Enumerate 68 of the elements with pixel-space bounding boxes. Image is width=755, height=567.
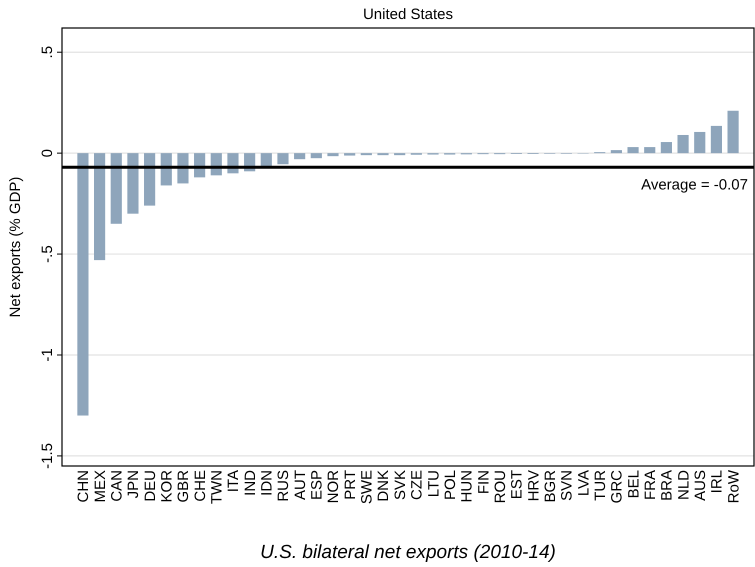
bar: [294, 153, 306, 160]
bar: [160, 153, 172, 186]
x-tick-label: ROU: [492, 470, 509, 504]
x-tick-label: NOR: [325, 470, 342, 504]
bar: [677, 134, 689, 154]
bar: [610, 150, 622, 154]
x-tick-label: CZE: [408, 470, 426, 500]
x-tick-label: TWN: [208, 470, 226, 504]
x-tick-label: PRT: [342, 470, 359, 500]
x-tick-label: FRA: [642, 470, 659, 500]
bar: [144, 153, 156, 206]
x-tick-label: KOR: [158, 470, 176, 503]
chart-title: United States: [362, 6, 454, 23]
bar: [94, 153, 106, 260]
y-tick-label: -.5: [39, 245, 56, 263]
y-tick-label: -1.5: [39, 442, 56, 469]
x-tick-label: LVA: [575, 470, 592, 496]
x-tick-label: LTU: [425, 470, 442, 498]
bar: [694, 132, 706, 154]
x-tick-label: ESP: [308, 470, 326, 500]
x-tick-label: RoW: [725, 469, 742, 504]
x-tick-label: CHE: [192, 470, 209, 502]
y-axis-title: Net exports (% GDP): [7, 176, 24, 318]
x-tick-label: SWE: [358, 470, 376, 504]
x-tick-label: MEX: [92, 470, 109, 503]
x-tick-label: AUS: [692, 470, 709, 501]
x-tick-label: CAN: [108, 470, 126, 502]
x-tick-label: DNK: [375, 470, 392, 502]
x-tick-label: NLD: [675, 470, 692, 500]
y-tick-label: -1: [39, 348, 56, 362]
bar: [127, 153, 139, 214]
x-tick-label: POL: [442, 470, 459, 500]
bar: [627, 147, 639, 154]
x-tick-label: CHN: [75, 470, 92, 502]
x-tick-label: TUR: [592, 470, 609, 501]
ref-line-label: Average = -0.07: [641, 176, 748, 194]
x-tick-label: HRV: [525, 470, 542, 502]
x-tick-label: AUT: [292, 470, 309, 500]
x-tick-label: GRC: [608, 470, 626, 504]
bar: [277, 153, 289, 164]
x-tick-label: JPN: [125, 470, 142, 498]
bar: [644, 147, 656, 154]
x-tick-label: GBR: [175, 470, 192, 503]
bar: [710, 126, 722, 154]
x-tick-label: SVN: [558, 470, 576, 501]
x-tick-label: ITA: [225, 470, 242, 492]
bar: [310, 153, 322, 158]
bar: [727, 110, 739, 154]
y-tick-label: 0: [39, 148, 56, 158]
bar: [660, 142, 672, 154]
x-tick-label: BRA: [658, 470, 676, 501]
x-axis-title: U.S. bilateral net exports (2010-14): [260, 542, 556, 563]
x-tick-label: EST: [508, 470, 526, 500]
x-tick-label: FIN: [475, 470, 492, 494]
x-tick-label: IDN: [258, 470, 276, 496]
x-tick-label: IND: [242, 470, 259, 496]
x-tick-label: SVK: [392, 470, 409, 500]
bar: [344, 153, 356, 156]
x-tick-label: HUN: [458, 470, 476, 502]
x-tick-label: IRL: [708, 470, 726, 494]
x-tick-label: DEU: [142, 470, 159, 502]
y-tick-label: .5: [39, 46, 56, 58]
bar: [110, 153, 122, 224]
x-tick-label: BGR: [542, 470, 559, 503]
bar: [77, 153, 89, 416]
bar: [327, 153, 339, 156]
x-tick-label: BEL: [625, 470, 642, 498]
x-tick-label: RUS: [275, 470, 292, 502]
